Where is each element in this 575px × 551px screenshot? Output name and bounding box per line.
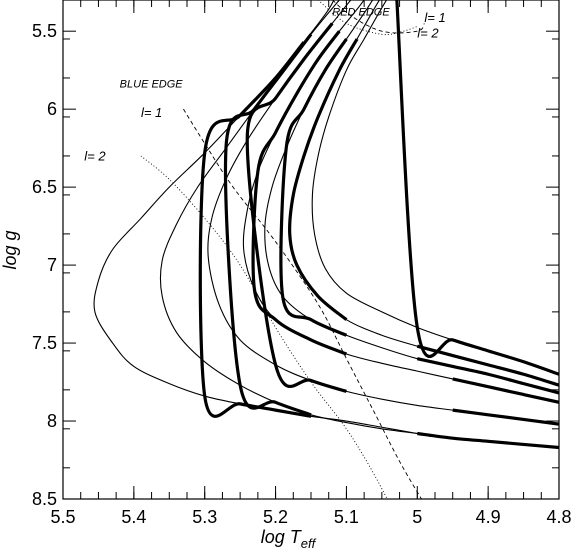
tick-labels: 5.5 5.4 5.3 5.2 5.1 5 4.9 4.8 5.5 6 6.5 7 7.5 8 8.5 — [32, 21, 572, 527]
x-tick-label: 4.8 — [546, 507, 571, 527]
evolution-track-6 — [159, 0, 559, 450]
track-thick-segment — [416, 357, 559, 395]
degree-annotation: l= 1 — [424, 10, 445, 25]
x-axis-title: log Teff — [261, 527, 317, 551]
evolution-track-5 — [207, 0, 559, 426]
track-line — [159, 0, 559, 449]
plot-frame — [62, 0, 560, 500]
y-tick-label: 7 — [47, 255, 57, 275]
y-tick-label: 6 — [47, 99, 57, 119]
evolution-track-3 — [264, 0, 559, 395]
track-thick-segment — [416, 344, 559, 387]
y-axis-title: log g — [0, 230, 20, 269]
track-line — [264, 0, 559, 394]
track-thick-segment — [452, 377, 559, 404]
evolution-track-7 — [93, 0, 432, 438]
x-tick-label: 5.2 — [263, 507, 288, 527]
evolution-track-1 — [311, 0, 559, 376]
y-tick-label: 5.5 — [32, 21, 57, 41]
red-edge-l1-line — [332, 0, 425, 34]
track-thick-segment — [279, 38, 348, 337]
track-thick-segment — [223, 33, 313, 417]
x-tick-label: 5.3 — [192, 507, 217, 527]
plot-area — [93, 0, 559, 499]
x-tick-label: 5 — [412, 507, 422, 527]
axis-ticks — [62, 0, 560, 500]
x-axis-title-subscript: eff — [301, 536, 317, 551]
x-tick-label: 4.9 — [476, 507, 501, 527]
degree-annotation: l= 1 — [141, 105, 162, 120]
track-thick-segment — [288, 38, 359, 321]
x-axis-title-main: log T — [261, 527, 303, 547]
track-line — [207, 0, 559, 425]
evolution-track-4 — [242, 0, 559, 404]
y-tick-label: 8 — [47, 411, 57, 431]
y-tick-label: 6.5 — [32, 177, 57, 197]
track-thick-segment — [452, 408, 559, 426]
x-tick-label: 5.4 — [121, 507, 146, 527]
track-thick-segment — [251, 30, 348, 356]
track-thick-segment — [198, 41, 312, 418]
blue-edge-l1-line — [183, 108, 423, 499]
track-line — [311, 0, 559, 375]
track-thick-segment — [395, 0, 559, 376]
edge-annotation: RED EDGE — [332, 7, 390, 19]
track-thick-segment — [245, 22, 347, 393]
y-tick-label: 7.5 — [32, 333, 57, 353]
red-edge-l2-line — [317, 0, 418, 36]
degree-annotation: l= 2 — [417, 25, 439, 40]
track-line — [93, 0, 432, 438]
edge-annotation: BLUE EDGE — [120, 78, 184, 90]
x-tick-label: 5.1 — [334, 507, 359, 527]
x-tick-label: 5.5 — [50, 507, 75, 527]
y-tick-label: 8.5 — [32, 489, 57, 509]
degree-annotation: l= 2 — [84, 149, 106, 164]
track-thick-segment — [417, 431, 559, 450]
evolution-track-2 — [288, 0, 559, 387]
